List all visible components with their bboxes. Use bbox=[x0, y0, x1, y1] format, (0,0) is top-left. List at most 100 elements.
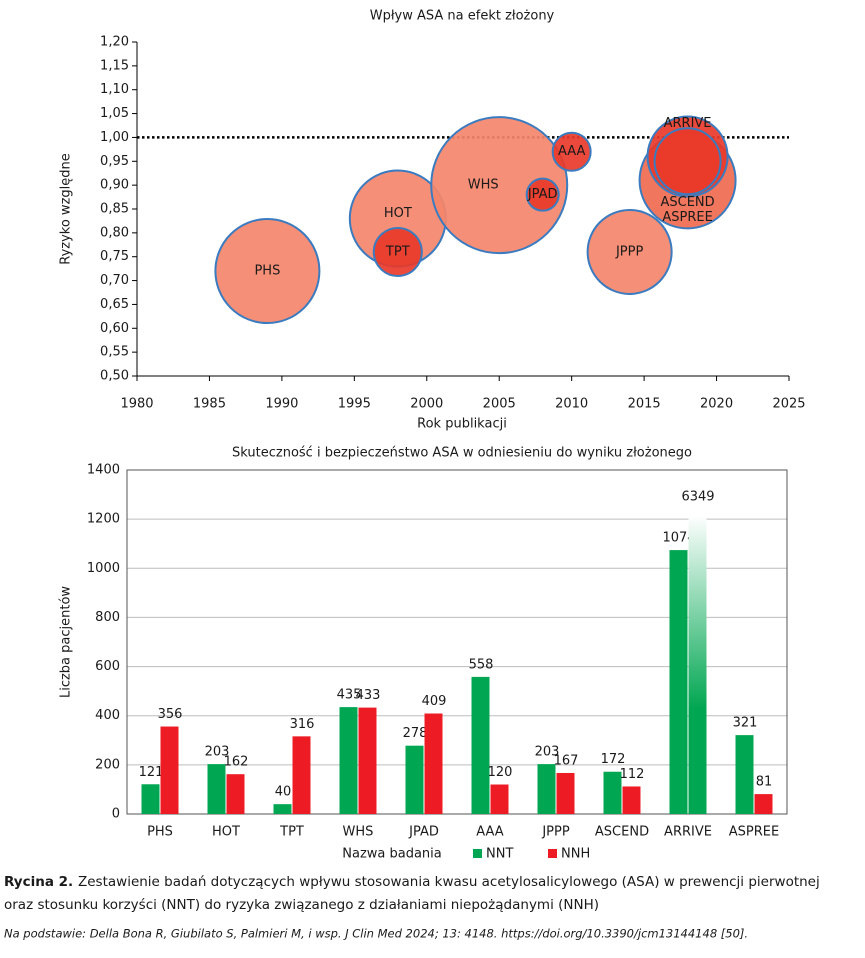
x-axis-label: Rok publikacji bbox=[417, 417, 507, 432]
bar bbox=[339, 707, 358, 814]
x-tick-label: 1995 bbox=[338, 397, 371, 412]
bar bbox=[754, 794, 773, 814]
y-tick-label: 0,85 bbox=[100, 202, 129, 217]
bubble bbox=[551, 131, 592, 172]
value-label: 558 bbox=[469, 657, 494, 672]
bar bbox=[622, 786, 641, 814]
y-tick-label: 0,90 bbox=[100, 178, 129, 193]
y-tick-label: 0,70 bbox=[100, 273, 129, 288]
y-tick-label: 1,05 bbox=[100, 106, 129, 121]
y-tick-label: 1200 bbox=[87, 512, 120, 527]
chart-title: Wpływ ASA na efekt złożony bbox=[370, 9, 555, 24]
y-tick-label: 0,65 bbox=[100, 297, 129, 312]
x-tick-label: 2010 bbox=[555, 397, 588, 412]
bar bbox=[556, 772, 575, 814]
y-tick-label: 1,00 bbox=[100, 130, 129, 145]
x-tick-label: 1985 bbox=[193, 397, 226, 412]
value-label: 162 bbox=[224, 755, 249, 770]
bar bbox=[358, 707, 377, 814]
x-tick-label: PHS bbox=[147, 825, 173, 840]
bar bbox=[603, 771, 622, 814]
bar bbox=[273, 804, 292, 814]
caption-text: Zestawienie badań dotyczących wpływu sto… bbox=[78, 874, 820, 890]
x-tick-label: JPAD bbox=[408, 825, 439, 840]
y-tick-label: 1,15 bbox=[100, 58, 129, 73]
y-axis-label: Liczba pacjentów bbox=[59, 586, 74, 698]
bar bbox=[141, 784, 160, 814]
x-axis-label: Nazwa badania bbox=[342, 847, 442, 862]
value-label: 321 bbox=[733, 716, 758, 731]
x-tick-label: 2000 bbox=[410, 397, 443, 412]
bar bbox=[405, 745, 424, 814]
y-tick-label: 400 bbox=[95, 708, 120, 723]
x-tick-label: 2005 bbox=[483, 397, 516, 412]
x-tick-label: TPT bbox=[279, 825, 304, 840]
bar bbox=[207, 764, 226, 814]
y-axis-label: Ryzyko względne bbox=[59, 153, 74, 265]
value-label: 316 bbox=[290, 717, 315, 732]
bubble-label: AAA bbox=[558, 144, 586, 159]
y-tick-label: 0,55 bbox=[100, 345, 129, 360]
x-tick-label: JPPP bbox=[541, 825, 570, 840]
value-label: 1074 bbox=[662, 531, 695, 546]
x-tick-label: 2020 bbox=[700, 397, 733, 412]
x-tick-label: HOT bbox=[212, 825, 240, 840]
bubble-label: PHS bbox=[254, 264, 280, 279]
bar bbox=[292, 736, 311, 814]
value-label: 120 bbox=[488, 765, 513, 780]
value-label: 167 bbox=[554, 753, 579, 768]
value-label: 435 bbox=[337, 688, 362, 703]
bubble bbox=[525, 177, 560, 212]
value-label: 121 bbox=[139, 765, 164, 780]
legend-swatch bbox=[548, 849, 557, 858]
y-tick-label: 0,60 bbox=[100, 321, 129, 336]
x-tick-label: ASCEND bbox=[595, 825, 649, 840]
bar bbox=[424, 713, 443, 814]
x-tick-label: ARRIVE bbox=[664, 825, 712, 840]
bar bbox=[471, 676, 490, 814]
x-tick-label: 1990 bbox=[265, 397, 298, 412]
y-tick-label: 1000 bbox=[87, 561, 120, 576]
bubble bbox=[214, 218, 321, 325]
x-tick-label: 2025 bbox=[772, 397, 805, 412]
value-label: 172 bbox=[601, 752, 626, 767]
bubble-label: JPPP bbox=[615, 244, 644, 259]
bubble-label: ASCEND bbox=[660, 195, 714, 210]
x-tick-label: ASPREE bbox=[729, 825, 779, 840]
bar bbox=[669, 550, 688, 814]
y-tick-label: 800 bbox=[95, 610, 120, 625]
x-tick-label: AAA bbox=[476, 825, 504, 840]
value-label: 203 bbox=[205, 745, 230, 760]
value-label: 409 bbox=[422, 694, 447, 709]
bubble-label: JPAD bbox=[527, 187, 558, 202]
bar bbox=[688, 515, 707, 814]
bar bbox=[537, 764, 556, 814]
legend-label: NNT bbox=[486, 847, 513, 862]
bubble-label: ASPREE bbox=[662, 210, 712, 225]
caption-source: Na podstawie: Della Bona R, Giubilato S,… bbox=[4, 927, 748, 941]
bubble bbox=[372, 226, 423, 277]
bar bbox=[160, 726, 179, 814]
legend-swatch bbox=[473, 849, 482, 858]
chart-title: Skuteczność i bezpieczeństwo ASA w odnie… bbox=[232, 446, 692, 461]
bubble-label: HOT bbox=[384, 206, 412, 221]
bubble bbox=[430, 116, 569, 255]
x-tick-label: WHS bbox=[343, 825, 374, 840]
value-label: 433 bbox=[356, 688, 381, 703]
y-tick-label: 0,95 bbox=[100, 154, 129, 169]
y-tick-label: 1,10 bbox=[100, 82, 129, 97]
caption-label: Rycina 2. bbox=[4, 874, 73, 890]
value-label: 40 bbox=[275, 785, 292, 800]
bubble-label: WHS bbox=[468, 178, 499, 193]
bar bbox=[490, 784, 509, 814]
value-label: 6349 bbox=[681, 490, 714, 505]
bubble bbox=[653, 127, 722, 196]
x-tick-label: 2015 bbox=[628, 397, 661, 412]
bubble bbox=[586, 208, 673, 295]
y-tick-label: 0,50 bbox=[100, 369, 129, 384]
value-label: 278 bbox=[403, 726, 428, 741]
y-tick-label: 0 bbox=[112, 807, 120, 822]
legend-label: NNH bbox=[561, 847, 590, 862]
x-tick-label: 1980 bbox=[120, 397, 153, 412]
